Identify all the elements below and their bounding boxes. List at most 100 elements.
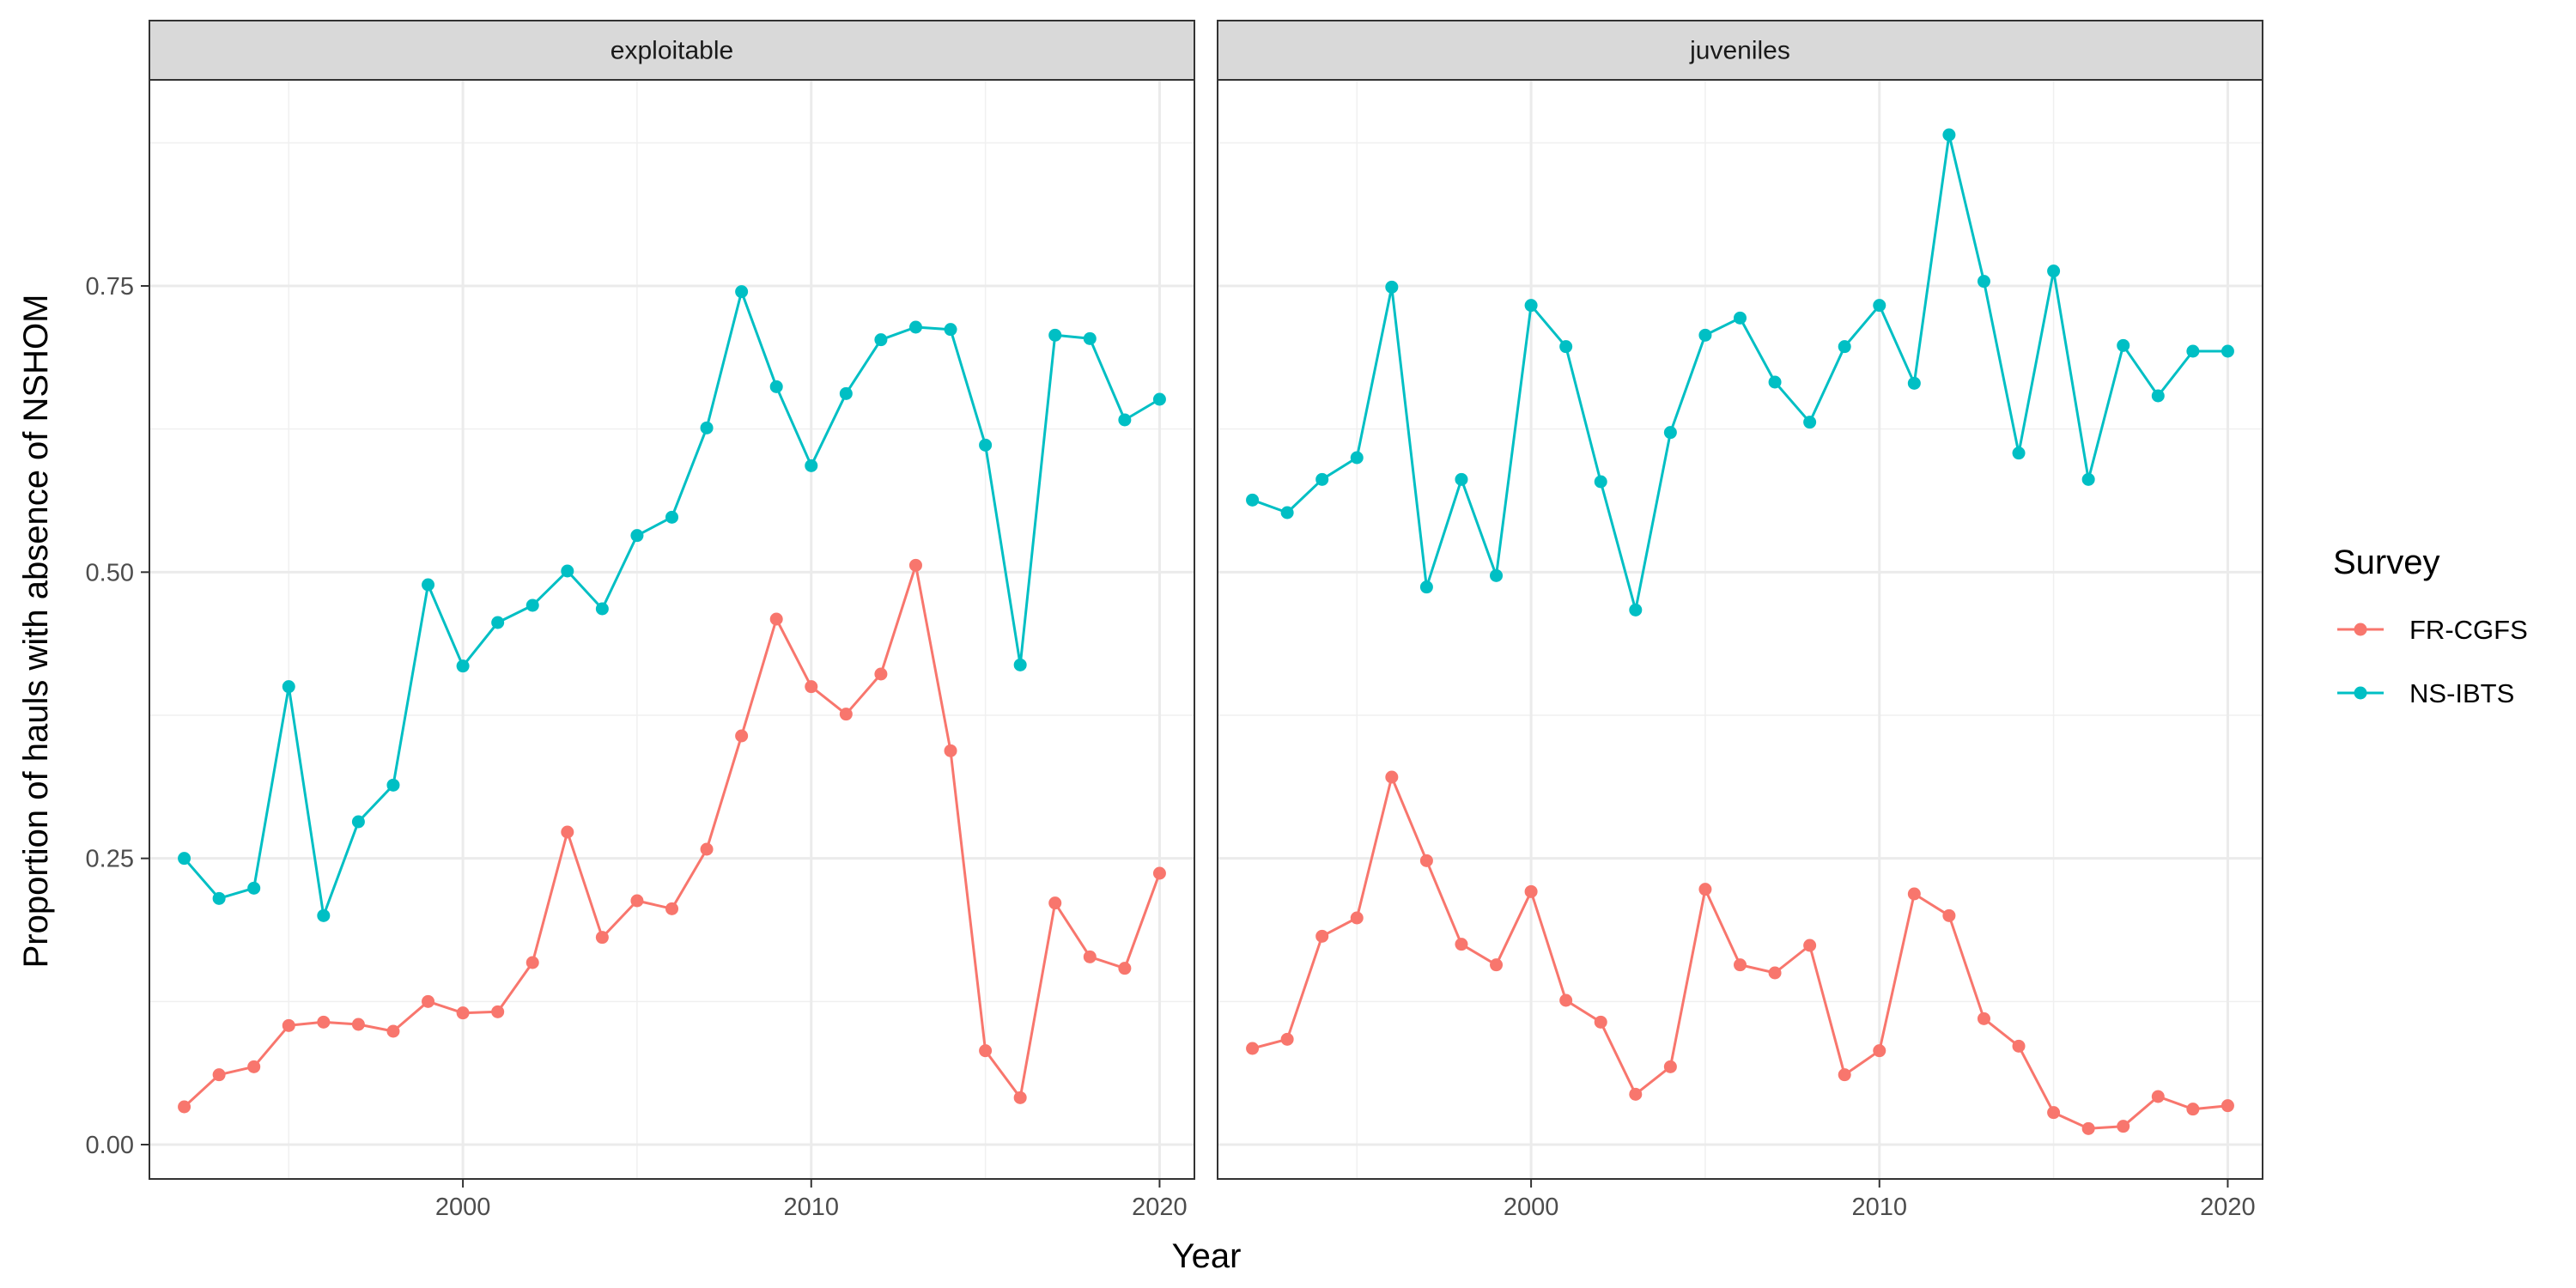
- data-point-ns-ibts: [2081, 472, 2095, 486]
- data-point-fr-cgfs: [735, 729, 749, 743]
- data-point-ns-ibts: [1280, 506, 1294, 519]
- data-point-fr-cgfs: [1942, 908, 1956, 922]
- data-point-ns-ibts: [2012, 447, 2026, 460]
- data-point-fr-cgfs: [386, 1024, 400, 1038]
- x-tick-label: 2010: [784, 1194, 840, 1221]
- data-point-ns-ibts: [1768, 375, 1782, 389]
- data-point-fr-cgfs: [769, 612, 783, 626]
- data-point-fr-cgfs: [805, 680, 818, 694]
- data-point-fr-cgfs: [908, 558, 922, 572]
- data-point-ns-ibts: [282, 680, 295, 694]
- data-point-ns-ibts: [1838, 340, 1851, 354]
- data-point-ns-ibts: [874, 333, 888, 347]
- data-point-ns-ibts: [1315, 472, 1329, 486]
- data-point-ns-ibts: [944, 323, 957, 337]
- panel-juveniles: juveniles 2000 2010 2020: [1217, 20, 2263, 1221]
- data-point-fr-cgfs: [1629, 1087, 1643, 1101]
- data-point-ns-ibts: [422, 578, 435, 592]
- data-point-ns-ibts: [212, 891, 226, 905]
- panels-layer: exploitable 2000 2010 2020 0.00 0.25 0.50 0.75 j…: [86, 20, 2263, 1221]
- data-point-ns-ibts: [1246, 493, 1260, 507]
- data-point-ns-ibts: [700, 421, 714, 434]
- data-point-ns-ibts: [1013, 658, 1027, 671]
- facet-strip: [1217, 20, 2263, 81]
- data-point-ns-ibts: [979, 438, 993, 452]
- data-point-fr-cgfs: [282, 1018, 295, 1032]
- legend-item-fr-cgfs: FR-CGFS: [2337, 615, 2528, 645]
- data-point-ns-ibts: [1048, 328, 1062, 342]
- data-point-fr-cgfs: [1385, 770, 1399, 784]
- data-point-fr-cgfs: [1419, 854, 1433, 867]
- data-point-fr-cgfs: [526, 956, 539, 969]
- data-point-ns-ibts: [769, 380, 783, 393]
- data-point-ns-ibts: [665, 510, 678, 524]
- data-point-ns-ibts: [1594, 475, 1607, 489]
- data-point-ns-ibts: [1629, 603, 1643, 617]
- data-point-ns-ibts: [386, 778, 400, 792]
- data-point-fr-cgfs: [1698, 883, 1712, 896]
- panel-border: [149, 79, 1195, 1180]
- panel-exploitable: exploitable 2000 2010 2020 0.00 0.25 0.50 0.75: [86, 20, 1195, 1221]
- data-point-ns-ibts: [526, 598, 539, 612]
- data-point-fr-cgfs: [1013, 1091, 1027, 1104]
- legend: Survey FR-CGFS NS-IBTS: [2333, 544, 2528, 708]
- legend-key-point: [2354, 623, 2367, 636]
- y-tick-label: 0.75: [86, 273, 134, 301]
- x-tick-label: 2010: [1852, 1194, 1908, 1221]
- data-point-fr-cgfs: [2117, 1120, 2130, 1133]
- legend-label: FR-CGFS: [2409, 615, 2528, 645]
- data-point-fr-cgfs: [422, 994, 435, 1008]
- y-tick-label: 0.50: [86, 559, 134, 586]
- data-point-ns-ibts: [1419, 580, 1433, 594]
- data-point-ns-ibts: [1455, 472, 1468, 486]
- data-point-fr-cgfs: [1246, 1042, 1260, 1055]
- data-point-ns-ibts: [2117, 338, 2130, 352]
- data-point-fr-cgfs: [1594, 1015, 1607, 1029]
- data-point-ns-ibts: [1907, 376, 1921, 390]
- data-point-ns-ibts: [1698, 328, 1712, 342]
- data-point-fr-cgfs: [1083, 950, 1097, 963]
- facet-strip: [149, 20, 1195, 81]
- x-tick-label: 2000: [1504, 1194, 1559, 1221]
- data-point-fr-cgfs: [700, 842, 714, 856]
- data-point-fr-cgfs: [1350, 911, 1364, 925]
- data-point-ns-ibts: [178, 852, 191, 866]
- data-point-ns-ibts: [1490, 568, 1504, 582]
- data-point-fr-cgfs: [1663, 1060, 1677, 1073]
- data-point-fr-cgfs: [1873, 1044, 1886, 1058]
- y-tick-label: 0.00: [86, 1132, 134, 1159]
- data-point-fr-cgfs: [630, 894, 644, 908]
- data-point-ns-ibts: [1942, 128, 1956, 142]
- data-point-fr-cgfs: [979, 1044, 993, 1058]
- data-point-fr-cgfs: [1768, 966, 1782, 980]
- y-tick-label: 0.25: [86, 846, 134, 873]
- data-point-fr-cgfs: [2221, 1099, 2234, 1113]
- data-point-fr-cgfs: [1490, 958, 1504, 972]
- data-point-fr-cgfs: [839, 708, 853, 721]
- data-point-ns-ibts: [805, 459, 818, 472]
- facet-strip-label: exploitable: [611, 37, 733, 65]
- data-point-ns-ibts: [2221, 344, 2234, 358]
- x-tick-label: 2020: [2200, 1194, 2256, 1221]
- data-point-fr-cgfs: [874, 667, 888, 681]
- data-point-ns-ibts: [839, 386, 853, 400]
- data-point-ns-ibts: [1873, 299, 1886, 313]
- x-tick-label: 2000: [435, 1194, 491, 1221]
- data-point-ns-ibts: [561, 564, 574, 578]
- data-point-fr-cgfs: [178, 1100, 191, 1114]
- data-point-fr-cgfs: [1977, 1012, 1990, 1025]
- data-point-ns-ibts: [595, 602, 609, 616]
- data-point-fr-cgfs: [1152, 866, 1166, 880]
- data-point-fr-cgfs: [1048, 896, 1062, 910]
- data-point-ns-ibts: [1118, 413, 1132, 427]
- data-point-fr-cgfs: [2151, 1090, 2165, 1103]
- x-axis-title: Year: [1172, 1237, 1242, 1275]
- data-point-ns-ibts: [1803, 416, 1817, 429]
- legend-item-ns-ibts: NS-IBTS: [2337, 678, 2514, 708]
- legend-title: Survey: [2333, 544, 2440, 581]
- data-point-fr-cgfs: [1907, 887, 1921, 901]
- data-point-ns-ibts: [1385, 280, 1399, 294]
- data-point-fr-cgfs: [2186, 1103, 2200, 1116]
- data-point-ns-ibts: [247, 881, 261, 895]
